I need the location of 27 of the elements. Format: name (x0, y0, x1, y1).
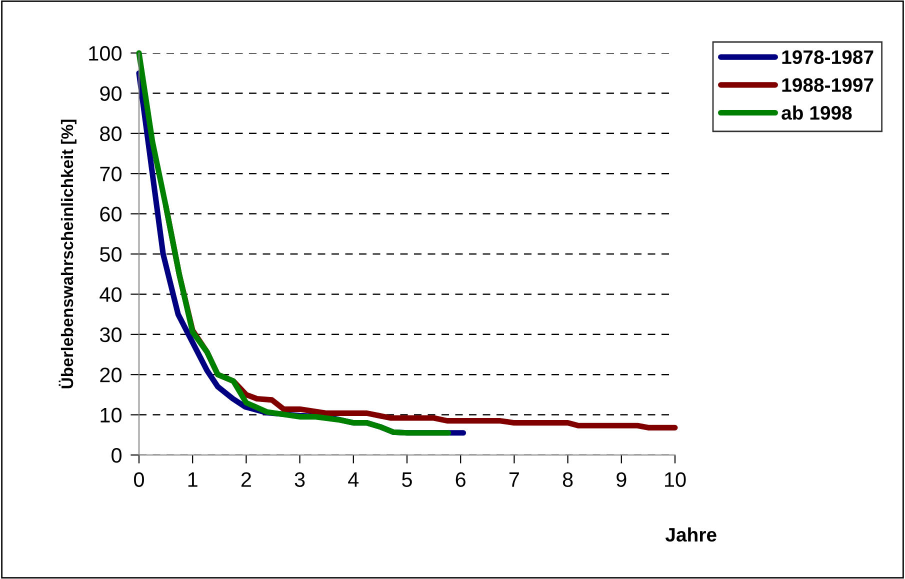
x-tick-label: 7 (509, 472, 519, 487)
y-tick-label: 80 (100, 126, 122, 142)
x-tick-label: 0 (134, 472, 144, 487)
legend-label: 1978-1987 (782, 50, 874, 64)
x-axis-title: Jahre (665, 527, 716, 542)
x-tick-label: 5 (402, 472, 412, 487)
x-tick-label: 9 (616, 472, 626, 487)
y-tick-label: 40 (100, 287, 122, 302)
y-tick-label: 60 (100, 206, 122, 222)
y-tick-label: 30 (100, 327, 122, 342)
y-tick-label: 50 (100, 247, 122, 262)
x-tick-label: 3 (294, 472, 305, 487)
x-tick-label: 6 (456, 472, 466, 487)
x-tick-label: 2 (241, 472, 251, 487)
y-tick-label: 90 (100, 86, 122, 101)
x-tick-label: 1 (188, 472, 198, 487)
x-tick-label: 4 (348, 472, 359, 487)
y-tick-label: 70 (100, 166, 122, 182)
legend-label: 1988-1997 (782, 78, 874, 92)
x-tick-label: 10 (665, 472, 686, 487)
y-axis-title: Überlebenswahrscheinlichkeit [%] (58, 120, 76, 388)
y-tick-label: 10 (100, 408, 122, 423)
x-tick-label: 8 (562, 472, 573, 487)
y-tick-label: 100 (89, 46, 122, 61)
y-tick-label: 0 (112, 448, 122, 463)
legend-label: ab 1998 (782, 105, 852, 120)
y-tick-label: 20 (100, 368, 122, 382)
